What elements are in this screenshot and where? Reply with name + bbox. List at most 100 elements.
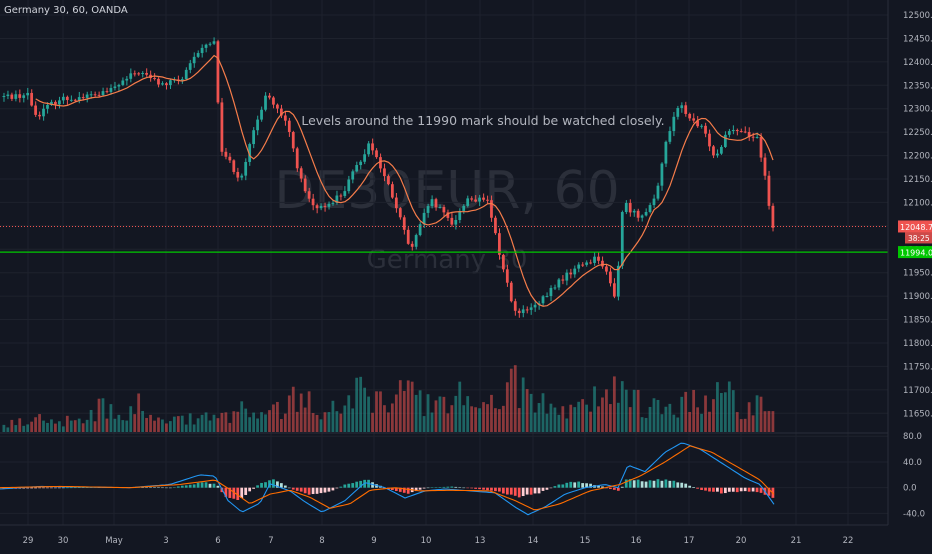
- candle[interactable]: [616, 261, 620, 301]
- candle[interactable]: [279, 104, 283, 119]
- candle[interactable]: [145, 68, 148, 77]
- candle-body[interactable]: [743, 131, 747, 133]
- candle-body[interactable]: [323, 205, 327, 207]
- candle-body[interactable]: [371, 143, 374, 151]
- candle-body[interactable]: [680, 105, 684, 109]
- candle[interactable]: [569, 268, 573, 279]
- candle[interactable]: [351, 169, 355, 184]
- candle-body[interactable]: [541, 296, 545, 304]
- candle[interactable]: [561, 275, 565, 285]
- candle[interactable]: [553, 284, 557, 290]
- candle[interactable]: [605, 263, 608, 275]
- candle-body[interactable]: [751, 136, 755, 138]
- candle[interactable]: [375, 148, 378, 159]
- candle[interactable]: [6, 90, 10, 100]
- candle[interactable]: [109, 84, 113, 95]
- candle[interactable]: [517, 308, 521, 318]
- macd-pane[interactable]: [0, 432, 888, 516]
- candle-body[interactable]: [383, 168, 386, 177]
- candle[interactable]: [466, 195, 470, 208]
- candle[interactable]: [125, 76, 129, 86]
- candle[interactable]: [632, 208, 636, 217]
- candle[interactable]: [204, 43, 208, 53]
- candle[interactable]: [220, 97, 224, 156]
- candle[interactable]: [771, 203, 775, 232]
- candle[interactable]: [38, 111, 41, 120]
- candle[interactable]: [161, 81, 164, 86]
- candle-body[interactable]: [121, 80, 125, 85]
- price-levels[interactable]: [0, 225, 888, 253]
- candle[interactable]: [501, 253, 505, 273]
- candle-body[interactable]: [589, 262, 592, 264]
- candle-body[interactable]: [105, 91, 109, 93]
- candle-body[interactable]: [291, 132, 295, 149]
- candle[interactable]: [153, 73, 156, 81]
- candle-body[interactable]: [129, 73, 133, 79]
- candle-body[interactable]: [505, 269, 509, 283]
- candle-body[interactable]: [747, 131, 751, 137]
- candle-body[interactable]: [117, 84, 121, 87]
- candle[interactable]: [34, 101, 37, 117]
- candle-body[interactable]: [700, 125, 703, 127]
- candle-body[interactable]: [299, 168, 303, 179]
- candle[interactable]: [636, 208, 640, 222]
- candle-body[interactable]: [93, 94, 97, 96]
- candle-body[interactable]: [410, 243, 414, 247]
- candle-body[interactable]: [442, 207, 446, 213]
- candle-body[interactable]: [137, 73, 141, 75]
- candle-body[interactable]: [501, 254, 505, 270]
- candle-body[interactable]: [755, 136, 759, 138]
- candle-body[interactable]: [688, 113, 692, 119]
- candle-body[interactable]: [220, 102, 224, 152]
- candle-body[interactable]: [549, 287, 553, 297]
- candle-body[interactable]: [196, 53, 200, 57]
- candle-body[interactable]: [101, 91, 105, 96]
- candles[interactable]: [2, 37, 775, 318]
- candle-body[interactable]: [200, 47, 204, 54]
- candle[interactable]: [398, 207, 402, 220]
- candle-body[interactable]: [454, 219, 458, 225]
- candle-body[interactable]: [474, 199, 477, 202]
- candle[interactable]: [640, 214, 644, 222]
- candle[interactable]: [577, 262, 581, 273]
- candle-body[interactable]: [648, 205, 652, 212]
- candle-body[interactable]: [482, 197, 485, 200]
- candle-body[interactable]: [529, 307, 533, 310]
- candle[interactable]: [260, 106, 263, 122]
- candle-body[interactable]: [418, 224, 422, 236]
- candle-body[interactable]: [771, 205, 775, 228]
- candle[interactable]: [93, 91, 97, 97]
- candle-body[interactable]: [735, 129, 739, 132]
- candle[interactable]: [712, 145, 715, 159]
- candle-body[interactable]: [406, 229, 410, 244]
- candle-body[interactable]: [478, 197, 481, 202]
- candle-body[interactable]: [157, 78, 160, 85]
- candle[interactable]: [458, 208, 462, 224]
- candle-body[interactable]: [601, 260, 604, 267]
- candle-body[interactable]: [557, 279, 561, 288]
- candle-body[interactable]: [26, 92, 30, 96]
- candle-body[interactable]: [656, 185, 660, 199]
- candle[interactable]: [121, 77, 125, 87]
- candle[interactable]: [680, 102, 684, 113]
- candle[interactable]: [450, 212, 454, 227]
- candle[interactable]: [363, 149, 366, 165]
- candle[interactable]: [18, 89, 22, 103]
- candle[interactable]: [593, 251, 596, 266]
- candle-body[interactable]: [38, 114, 41, 117]
- candle-body[interactable]: [311, 198, 315, 206]
- candle-body[interactable]: [161, 83, 164, 85]
- candle-body[interactable]: [466, 198, 470, 206]
- candle[interactable]: [65, 95, 69, 105]
- candle-body[interactable]: [763, 157, 767, 176]
- candle[interactable]: [390, 181, 394, 199]
- candle[interactable]: [184, 67, 188, 81]
- candle[interactable]: [720, 145, 723, 155]
- candle[interactable]: [57, 96, 61, 109]
- candle-body[interactable]: [363, 154, 366, 162]
- candle[interactable]: [212, 37, 216, 46]
- candle-body[interactable]: [180, 79, 184, 81]
- candle-body[interactable]: [113, 86, 117, 89]
- candle-body[interactable]: [236, 171, 240, 178]
- candle[interactable]: [759, 133, 763, 162]
